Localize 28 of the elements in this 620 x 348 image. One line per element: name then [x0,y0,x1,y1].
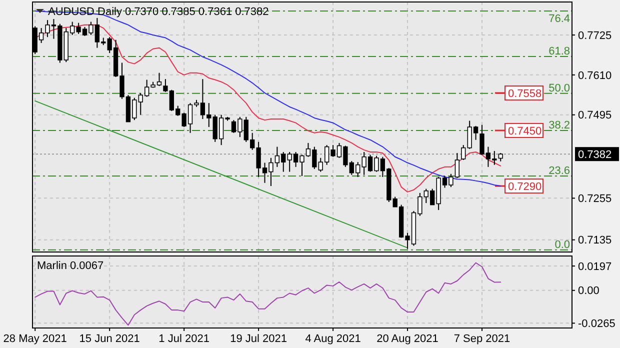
chart-title: Marlin 0.0067 [37,260,104,272]
y-tick-label: 0.7495 [578,110,612,122]
y-tick-label: -0.0265 [578,318,616,330]
x-tick-label: 7 Sep 2021 [454,333,510,345]
y-tick-label: 0.7610 [578,70,612,82]
annotation: 61.8 [548,46,570,58]
x-tick-label: 20 Aug 2021 [376,333,438,345]
annotation: 0.0 [554,238,570,251]
candlestick [461,144,466,160]
annotation: 23.6 [548,164,570,177]
y-tick-label: 0.7255 [578,193,612,206]
y-tick-label: 0.0197 [578,260,612,273]
y-tick-label: 0.00 [578,285,600,298]
annotation: 50.0 [548,82,570,94]
line-series [34,262,502,326]
ref-line-label: 0.7382 [578,148,612,161]
annotation: 38.2 [548,119,570,132]
x-tick-label: 15 Jun 2021 [79,333,140,345]
x-tick-label: 1 Jul 2021 [158,333,210,345]
ref-line-label: 0.7290 [508,180,542,193]
y-tick-label: 0.7135 [578,234,612,247]
annotation: 76.4 [548,13,570,26]
x-tick-label: 4 Aug 2021 [305,333,361,345]
x-tick-label: 19 Jul 2021 [230,333,287,345]
ref-line-label: 0.7558 [508,88,542,100]
ref-line-label: 0.7450 [508,125,542,138]
x-tick-label: 28 May 2021 [3,333,67,345]
y-tick-label: 0.7725 [578,30,612,42]
